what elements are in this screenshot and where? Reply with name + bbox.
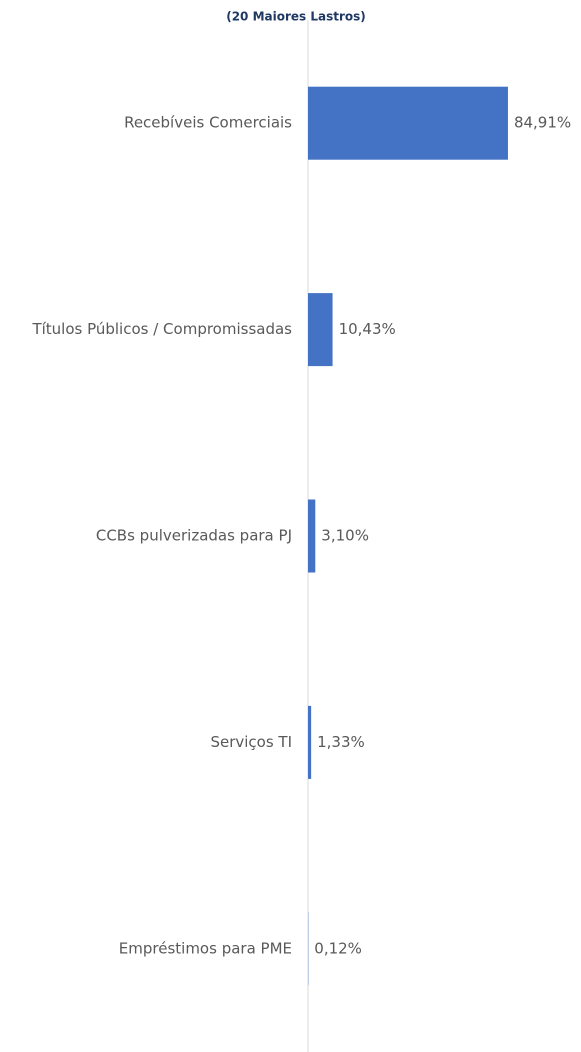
category-label: Recebíveis Comerciais	[124, 114, 292, 132]
category-label: Empréstimos para PME	[119, 939, 292, 957]
category-label: Serviços TI	[210, 733, 292, 751]
bar	[308, 705, 312, 779]
data-label: 1,33%	[317, 733, 365, 751]
bar	[308, 86, 508, 160]
data-label: 0,12%	[314, 939, 362, 957]
category-label: CCBs pulverizadas para PJ	[96, 527, 292, 545]
bar	[308, 499, 316, 573]
category-label: Títulos Públicos / Compromissadas	[31, 320, 292, 338]
bar	[308, 293, 333, 367]
chart-title: (20 Maiores Lastros)	[226, 10, 366, 24]
data-label: 3,10%	[321, 527, 369, 545]
data-label: 84,91%	[514, 114, 571, 132]
data-label: 10,43%	[339, 320, 396, 338]
